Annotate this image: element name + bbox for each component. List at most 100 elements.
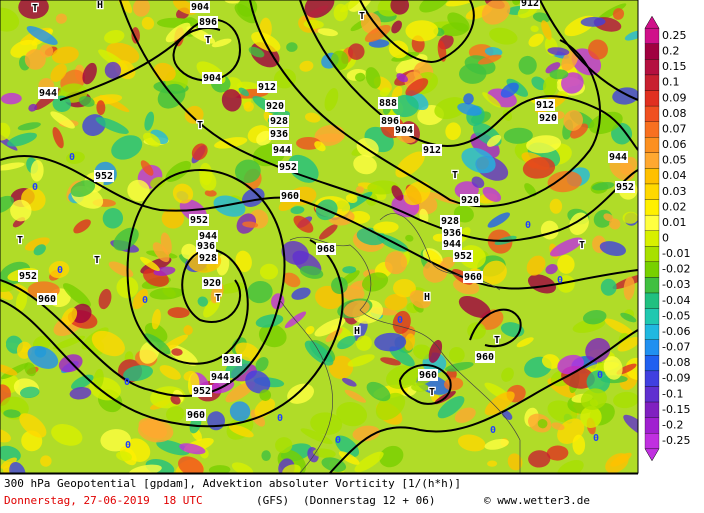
field-patch bbox=[545, 264, 558, 275]
contour-label: 896 bbox=[381, 116, 399, 127]
colorbar-swatch bbox=[644, 199, 660, 216]
colorbar-swatch bbox=[644, 417, 660, 434]
field-patch bbox=[132, 0, 150, 17]
field-patch bbox=[545, 62, 561, 74]
field-patch bbox=[541, 354, 560, 369]
colorbar-label: 0.04 bbox=[662, 169, 687, 182]
field-patch bbox=[117, 0, 133, 14]
pressure-center: T bbox=[452, 170, 458, 181]
field-patch bbox=[522, 157, 556, 179]
field-patch bbox=[314, 124, 345, 146]
colorbar-swatch bbox=[644, 59, 660, 76]
contour-label-bg bbox=[460, 194, 480, 206]
colorbar-label: 0.06 bbox=[662, 138, 687, 151]
field-patch bbox=[580, 388, 607, 410]
field-patch bbox=[137, 419, 174, 443]
field-patch bbox=[458, 296, 491, 318]
field-patch bbox=[484, 438, 509, 450]
colorbar-swatch bbox=[644, 105, 660, 122]
field-patch bbox=[151, 309, 161, 330]
field-patch bbox=[27, 345, 59, 369]
field-patch bbox=[445, 361, 474, 372]
colorbar-label: -0.02 bbox=[662, 263, 690, 276]
field-patch bbox=[390, 0, 410, 15]
contour-label-bg bbox=[418, 369, 438, 381]
field-patch bbox=[150, 177, 166, 189]
field-patch bbox=[484, 47, 503, 57]
field-patch bbox=[471, 176, 485, 189]
field-patch bbox=[304, 340, 334, 366]
field-patch bbox=[71, 303, 92, 324]
field-patch bbox=[30, 159, 44, 182]
field-patch bbox=[24, 49, 46, 70]
field-patch bbox=[379, 445, 404, 468]
contour-label: 928 bbox=[441, 216, 459, 227]
field-patch bbox=[172, 183, 194, 204]
field-patch bbox=[104, 29, 125, 44]
field-patch bbox=[459, 63, 487, 84]
field-patch bbox=[66, 151, 85, 164]
contour-label-bg bbox=[210, 371, 230, 383]
field-patch bbox=[0, 457, 17, 469]
contour-label-bg bbox=[394, 124, 414, 136]
field-patch bbox=[304, 0, 335, 18]
contour-label-bg bbox=[186, 409, 206, 421]
colorbar-swatch bbox=[644, 137, 660, 153]
field-patch bbox=[305, 112, 321, 123]
field-patch bbox=[622, 211, 638, 224]
colorbar-label: 0.02 bbox=[662, 200, 687, 213]
field-patch bbox=[617, 336, 638, 352]
map-frame bbox=[0, 0, 639, 474]
field-patch bbox=[299, 265, 324, 279]
colorbar-swatch bbox=[644, 324, 660, 340]
field-patch bbox=[413, 344, 432, 360]
field-patch bbox=[0, 363, 18, 376]
field-patch bbox=[127, 179, 150, 202]
field-patch bbox=[300, 428, 333, 445]
field-patch bbox=[503, 127, 533, 144]
contour-label: 944 bbox=[199, 231, 217, 242]
field-patch bbox=[625, 357, 638, 380]
field-patch bbox=[296, 136, 322, 150]
colorbar-label: -0.15 bbox=[662, 403, 690, 416]
field-patch bbox=[557, 354, 584, 375]
colorbar-label: 0.09 bbox=[662, 91, 687, 104]
field-patch bbox=[582, 310, 607, 325]
colorbar-swatch bbox=[644, 230, 660, 247]
contour-label-bg bbox=[222, 354, 242, 366]
colorbar-swatch bbox=[644, 168, 660, 185]
contour-label-bg bbox=[94, 170, 114, 182]
field-patch bbox=[17, 122, 41, 131]
field-patch bbox=[51, 424, 83, 446]
contour-label: 960 bbox=[187, 410, 205, 421]
field-patch bbox=[330, 50, 349, 71]
field-patch bbox=[603, 213, 614, 222]
field-patch bbox=[255, 357, 269, 372]
contour-label: 944 bbox=[273, 145, 291, 156]
vorticity-zero-label: 0 bbox=[142, 295, 148, 306]
contour-label-bg bbox=[615, 181, 635, 193]
field-patch bbox=[457, 434, 486, 452]
field-patch bbox=[247, 281, 273, 304]
field-patch bbox=[248, 46, 265, 58]
contour-label: 960 bbox=[464, 272, 482, 283]
pressure-center: T bbox=[197, 120, 203, 131]
field-patch bbox=[531, 76, 547, 91]
field-patch bbox=[526, 255, 546, 276]
colorbar-label: -0.25 bbox=[662, 434, 690, 447]
field-patch bbox=[123, 365, 153, 382]
field-patch bbox=[487, 460, 498, 467]
contour-label: 888 bbox=[379, 98, 397, 109]
field-patch bbox=[478, 54, 502, 65]
field-patch bbox=[238, 87, 249, 97]
field-patch bbox=[603, 356, 623, 380]
contour-label: 904 bbox=[191, 2, 209, 13]
field-patch bbox=[149, 287, 184, 300]
contour-label: 904 bbox=[395, 125, 413, 136]
colorbar-swatch bbox=[644, 339, 660, 356]
caption-run: (Donnerstag 12 + 06) bbox=[303, 494, 435, 507]
colorbar-label: -0.1 bbox=[662, 387, 683, 400]
field-patch bbox=[489, 27, 518, 45]
colorbar-label: 0.08 bbox=[662, 107, 687, 120]
field-patch bbox=[314, 318, 346, 337]
